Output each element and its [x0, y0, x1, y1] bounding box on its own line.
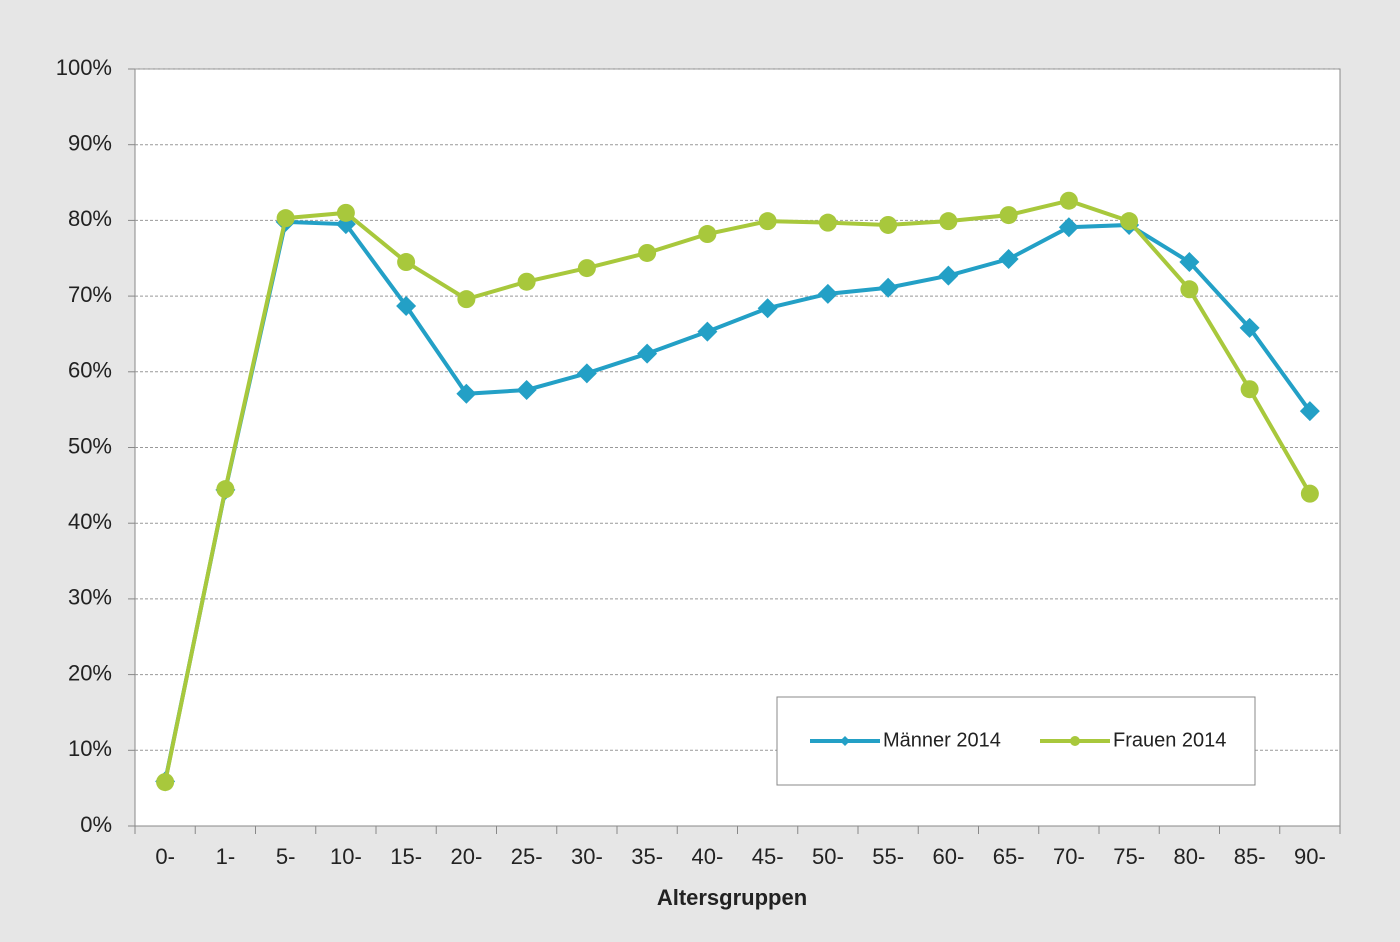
data-point: [879, 215, 898, 234]
data-point: [1239, 317, 1260, 338]
data-point: [638, 243, 657, 262]
data-point: [758, 212, 777, 231]
data-point: [276, 209, 295, 228]
x-tick-label: 0-: [155, 844, 175, 869]
y-tick-label: 80%: [68, 206, 112, 231]
data-point: [577, 259, 596, 278]
x-tick-label: 65-: [993, 844, 1025, 869]
data-point: [697, 321, 718, 342]
x-axis-title: Altersgruppen: [657, 885, 807, 910]
y-tick-label: 90%: [68, 131, 112, 156]
x-tick-label: 60-: [932, 844, 964, 869]
x-tick-label: 55-: [872, 844, 904, 869]
y-tick-label: 0%: [80, 812, 112, 837]
y-tick-label: 30%: [68, 585, 112, 610]
x-tick-label: 50-: [812, 844, 844, 869]
y-tick-label: 50%: [68, 433, 112, 458]
series-line: [163, 219, 1312, 782]
legend-label: Frauen 2014: [1113, 729, 1226, 751]
x-tick-label: 75-: [1113, 844, 1145, 869]
data-point: [156, 773, 175, 792]
data-point: [457, 290, 476, 309]
data-point: [637, 343, 658, 364]
x-tick-label: 30-: [571, 844, 603, 869]
legend-marker: [840, 736, 850, 746]
data-point: [998, 249, 1019, 270]
data-point: [456, 383, 477, 404]
data-point: [516, 379, 537, 400]
x-tick-label: 10-: [330, 844, 362, 869]
legend-label: Männer 2014: [883, 729, 1001, 751]
x-tick-label: 85-: [1234, 844, 1266, 869]
data-point: [939, 212, 958, 231]
x-tick-label: 40-: [691, 844, 723, 869]
y-tick-label: 20%: [68, 660, 112, 685]
data-point: [1299, 401, 1320, 422]
data-point: [1180, 280, 1199, 299]
data-point: [698, 225, 717, 244]
data-point: [1059, 191, 1078, 210]
data-point: [757, 298, 778, 319]
data-point: [576, 363, 597, 384]
data-point: [396, 295, 417, 316]
x-tick-label: 5-: [276, 844, 296, 869]
x-tick-label: 25-: [511, 844, 543, 869]
y-tick-label: 40%: [68, 509, 112, 534]
data-point: [817, 283, 838, 304]
legend-marker: [1070, 736, 1080, 746]
y-tick-label: 70%: [68, 282, 112, 307]
data-point: [1240, 380, 1259, 399]
data-point: [336, 203, 355, 222]
x-tick-label: 35-: [631, 844, 663, 869]
x-tick-label: 45-: [752, 844, 784, 869]
y-tick-label: 100%: [56, 55, 112, 80]
x-tick-label: 80-: [1173, 844, 1205, 869]
x-tick-label: 1-: [216, 844, 236, 869]
series-line: [163, 198, 1312, 783]
y-tick-label: 60%: [68, 358, 112, 383]
x-tick-label: 20-: [450, 844, 482, 869]
data-point: [1120, 212, 1139, 231]
data-point: [818, 213, 837, 232]
data-point: [878, 277, 899, 298]
data-point: [1300, 484, 1319, 503]
data-point: [397, 253, 416, 272]
data-point: [999, 206, 1018, 225]
data-point: [1058, 217, 1079, 238]
x-tick-label: 90-: [1294, 844, 1326, 869]
data-point: [1179, 252, 1200, 273]
data-point: [216, 480, 235, 499]
x-tick-label: 70-: [1053, 844, 1085, 869]
x-tick-label: 15-: [390, 844, 422, 869]
data-point: [938, 265, 959, 286]
data-point: [517, 272, 536, 291]
y-tick-label: 10%: [68, 736, 112, 761]
